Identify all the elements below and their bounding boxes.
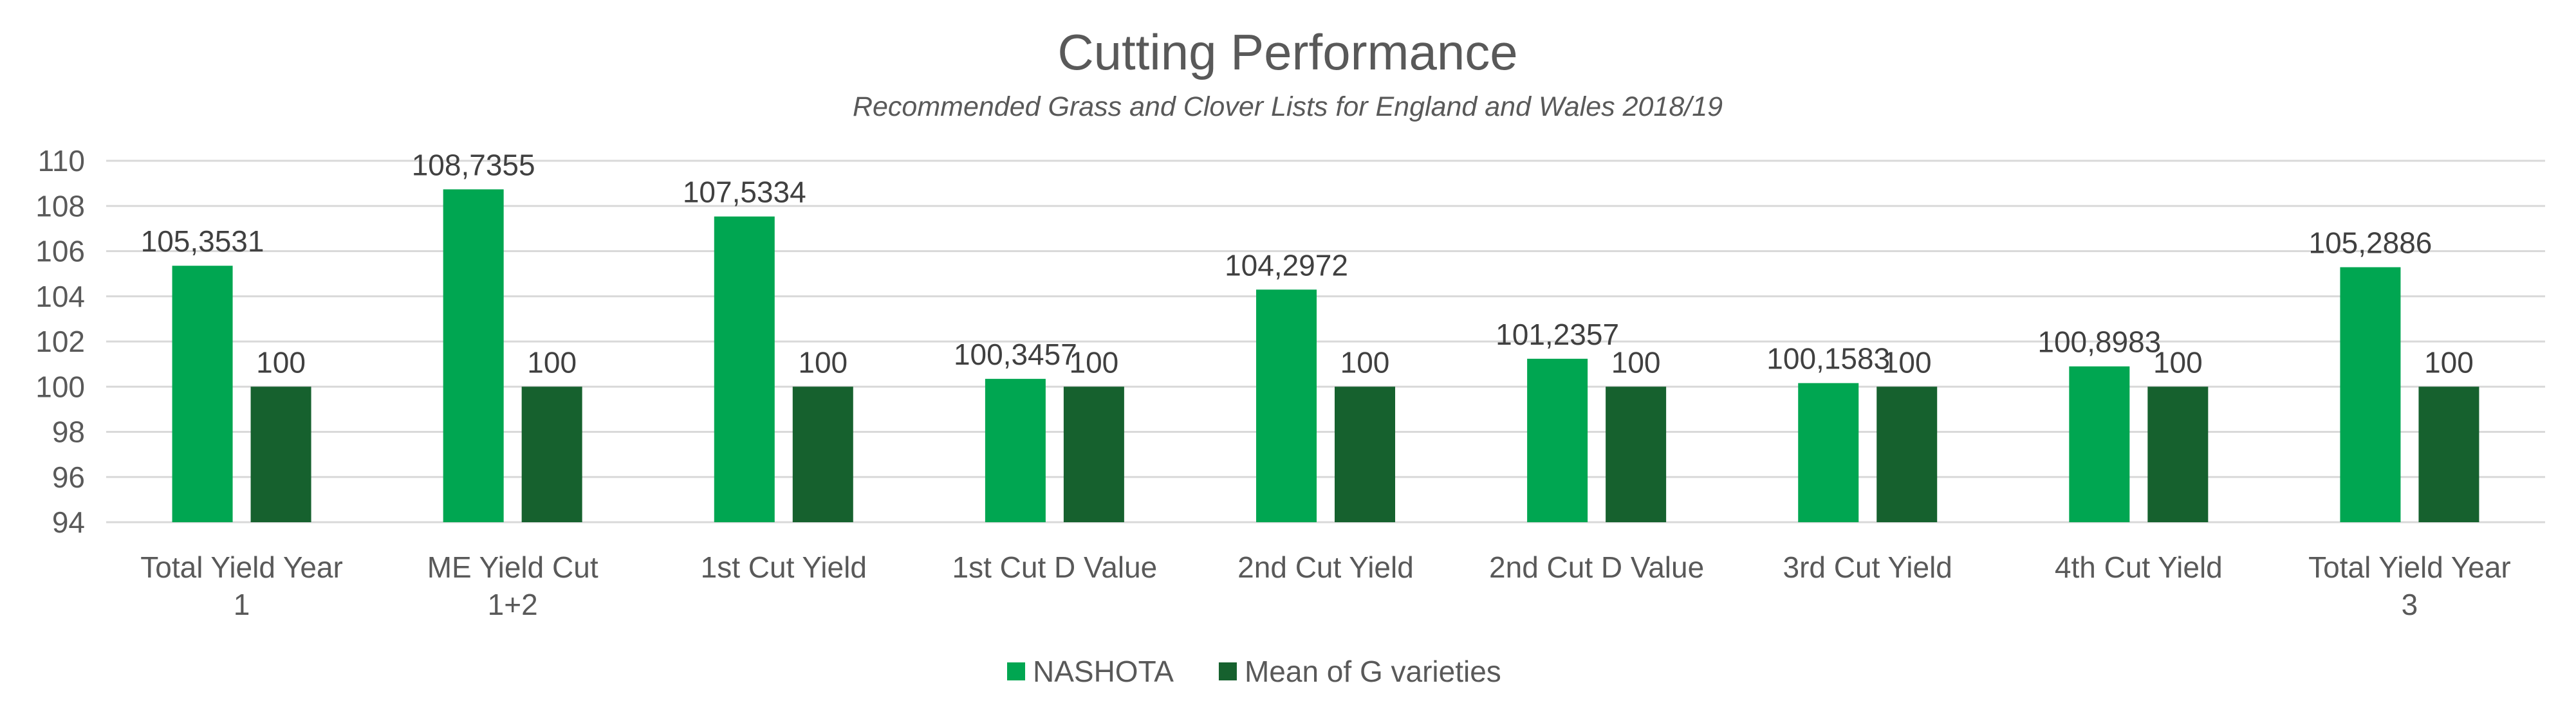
legend-label: NASHOTA [1033, 655, 1174, 688]
x-category-label: ME Yield Cut 1+2 [427, 551, 598, 621]
bar-mean-g-varieties [1606, 387, 1667, 522]
bar-nashota [714, 216, 775, 522]
y-tick-label: 110 [38, 144, 85, 177]
y-tick-label: 100 [35, 370, 85, 403]
bar-nashota [1256, 289, 1317, 522]
legend-swatch [1218, 662, 1237, 680]
data-label: 100,3457 [954, 338, 1077, 371]
chart-title: Cutting Performance [1057, 24, 1517, 80]
data-label: 100 [1070, 345, 1119, 379]
data-label: 100 [256, 345, 306, 379]
bar-mean-g-varieties [1063, 387, 1124, 522]
data-label: 100 [1340, 345, 1390, 379]
bar-nashota [1798, 383, 1859, 522]
data-label: 108,7355 [412, 148, 535, 181]
bar-nashota [443, 189, 504, 523]
data-label: 100,1583 [1766, 342, 1890, 376]
data-label: 105,2886 [2309, 226, 2432, 259]
bar-mean-g-varieties [2418, 387, 2479, 522]
bar-nashota [2340, 267, 2401, 522]
legend-swatch [1007, 662, 1025, 680]
data-label: 100 [527, 345, 577, 379]
x-category-label: 1st Cut D Value [952, 551, 1158, 584]
bar-mean-g-varieties [1876, 387, 1938, 522]
y-tick-label: 94 [52, 505, 85, 539]
y-tick-label: 106 [35, 235, 85, 268]
y-tick-label: 108 [35, 189, 85, 223]
y-tick-label: 96 [52, 460, 85, 494]
bar-mean-g-varieties [792, 387, 853, 522]
data-label: 105,3531 [141, 224, 264, 258]
data-label: 100 [2424, 345, 2474, 379]
data-label: 101,2357 [1496, 318, 1619, 351]
data-label: 100 [798, 345, 848, 379]
bar-mean-g-varieties [250, 387, 311, 522]
y-tick-label: 102 [35, 325, 85, 358]
x-category-label: 3rd Cut Yield [1783, 551, 1952, 584]
legend-label: Mean of G varieties [1245, 655, 1501, 688]
y-tick-label: 104 [35, 280, 85, 313]
data-label: 104,2972 [1225, 248, 1348, 282]
x-category-label: Total Yield Year 1 [140, 551, 343, 621]
data-label: 100,8983 [2037, 325, 2161, 359]
bar-nashota [2069, 366, 2130, 522]
bar-nashota [985, 379, 1046, 522]
y-tick-label: 98 [52, 415, 85, 449]
x-category-label: 4th Cut Yield [2055, 551, 2223, 584]
chart-subtitle: Recommended Grass and Clover Lists for E… [853, 91, 1723, 122]
x-category-label: Total Yield Year 3 [2308, 551, 2511, 621]
x-category-label: 1st Cut Yield [701, 551, 867, 584]
bar-mean-g-varieties [2147, 387, 2209, 522]
bar-mean-g-varieties [521, 387, 582, 522]
data-label: 100 [1882, 345, 1932, 379]
x-category-label: 2nd Cut D Value [1489, 551, 1704, 584]
data-label: 100 [2153, 345, 2203, 379]
data-label: 107,5334 [683, 176, 806, 209]
bar-nashota [172, 266, 233, 522]
x-category-label: 2nd Cut Yield [1237, 551, 1414, 584]
bar-mean-g-varieties [1335, 387, 1395, 522]
data-label: 100 [1611, 345, 1661, 379]
bar-nashota [1527, 358, 1588, 522]
